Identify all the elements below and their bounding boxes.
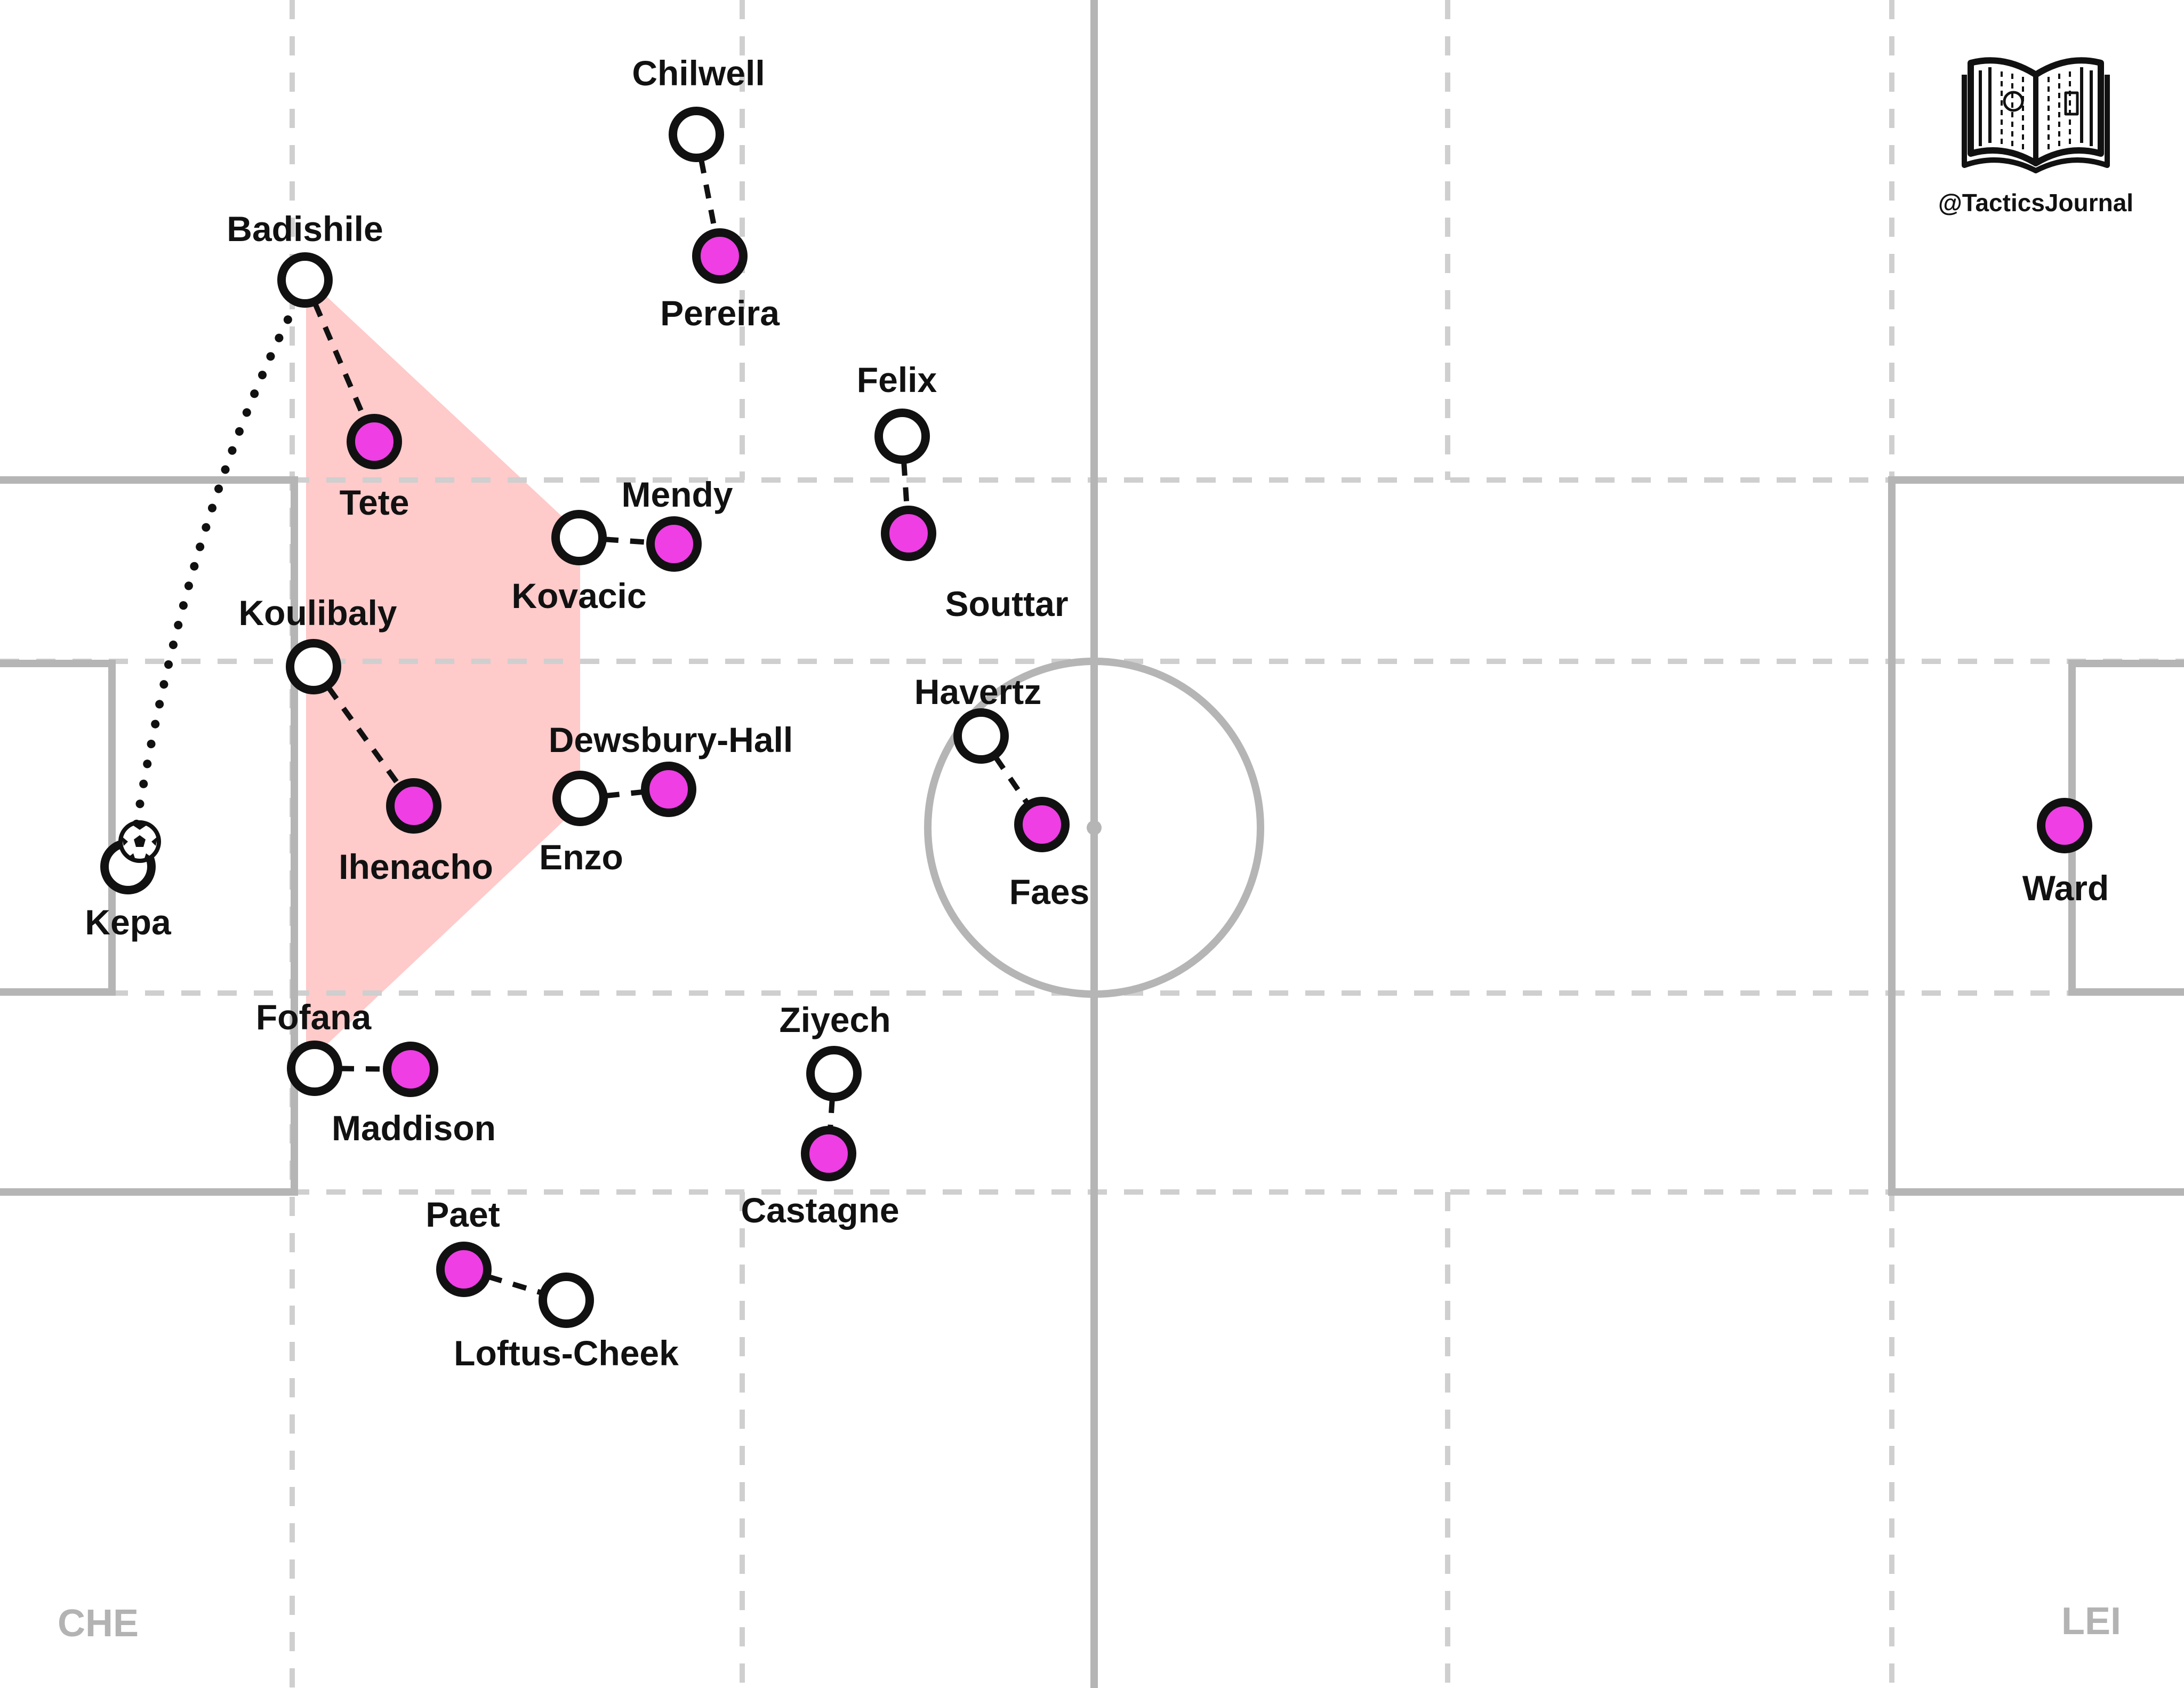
centre-circle: [924, 658, 1264, 998]
player-label-dewsbury-hall: Dewsbury-Hall: [549, 720, 793, 759]
player-label-pereira: Pereira: [660, 293, 780, 333]
player-marker-fofana: [287, 1041, 342, 1096]
player-marker-koulibaly: [286, 639, 341, 694]
player-marker-ward: [2037, 798, 2092, 853]
player-marker-faes: [1014, 797, 1070, 852]
left-six-yard-box: [0, 660, 116, 996]
player-label-felix: Felix: [857, 360, 937, 399]
player-label-faes: Faes: [1009, 872, 1089, 911]
player-marker-kovacic: [551, 510, 607, 565]
player-label-souttar: Souttar: [945, 584, 1069, 623]
left-penalty-box: [0, 476, 298, 1196]
player-label-enzo: Enzo: [539, 837, 623, 877]
player-label-maddison: Maddison: [332, 1108, 496, 1148]
team-tag-left: CHE: [58, 1602, 139, 1645]
player-marker-dewsbury-hall: [641, 762, 696, 817]
marking-connector: [302, 279, 377, 443]
player-marker-enzo: [552, 771, 608, 826]
player-labels: Chilwell Badishile Pereira Felix Tete Me…: [85, 53, 2109, 1373]
player-marker-pereira: [692, 228, 748, 284]
pass-line-layer: [132, 313, 293, 828]
player-label-castagne: Castagne: [741, 1190, 899, 1230]
player-marker-tete: [347, 414, 402, 469]
player-marker-ihenacho: [386, 778, 441, 834]
football-icon: [118, 820, 161, 863]
player-label-kepa: Kepa: [85, 902, 172, 942]
marking-connector: [311, 665, 416, 807]
player-marker-loftus-cheek: [539, 1273, 594, 1328]
player-marker-maddison: [383, 1042, 438, 1097]
player-label-loftus-cheek: Loftus-Cheek: [454, 1333, 679, 1373]
player-label-ihenacho: Ihenacho: [339, 847, 493, 886]
player-label-tete: Tete: [340, 483, 410, 522]
player-label-fofana: Fofana: [256, 997, 372, 1037]
player-marker-souttar: [881, 506, 936, 561]
player-marker-ziyech: [806, 1046, 862, 1101]
pass-line-dotted: [132, 313, 293, 828]
player-marker-mendy: [646, 516, 702, 572]
watermark-handle: @TacticsJournal: [1938, 189, 2133, 217]
player-label-chilwell: Chilwell: [632, 53, 765, 93]
player-label-paet: Paet: [425, 1195, 500, 1234]
player-label-badishile: Badishile: [227, 209, 383, 249]
player-label-kovacic: Kovacic: [511, 576, 646, 615]
player-marker-felix: [874, 409, 930, 464]
player-marker-chilwell: [669, 107, 724, 162]
player-label-koulibaly: Koulibaly: [238, 593, 397, 633]
player-label-ward: Ward: [2022, 868, 2109, 908]
player-marker-paet: [436, 1242, 492, 1297]
team-tag-right: LEI: [2061, 1600, 2121, 1643]
player-label-havertz: Havertz: [914, 672, 1041, 711]
open-book-pitch-icon: [1962, 57, 2110, 173]
centre-spot: [1087, 820, 1102, 835]
player-marker-havertz: [953, 708, 1009, 764]
players-layer: [100, 107, 2092, 1328]
right-penalty-box: [1888, 476, 2184, 1196]
shaded-pressing-zone: [306, 277, 580, 1064]
player-marker-badishile: [277, 252, 333, 308]
player-marker-castagne: [801, 1126, 856, 1181]
player-label-ziyech: Ziyech: [779, 1000, 890, 1039]
player-label-mendy: Mendy: [621, 475, 733, 514]
